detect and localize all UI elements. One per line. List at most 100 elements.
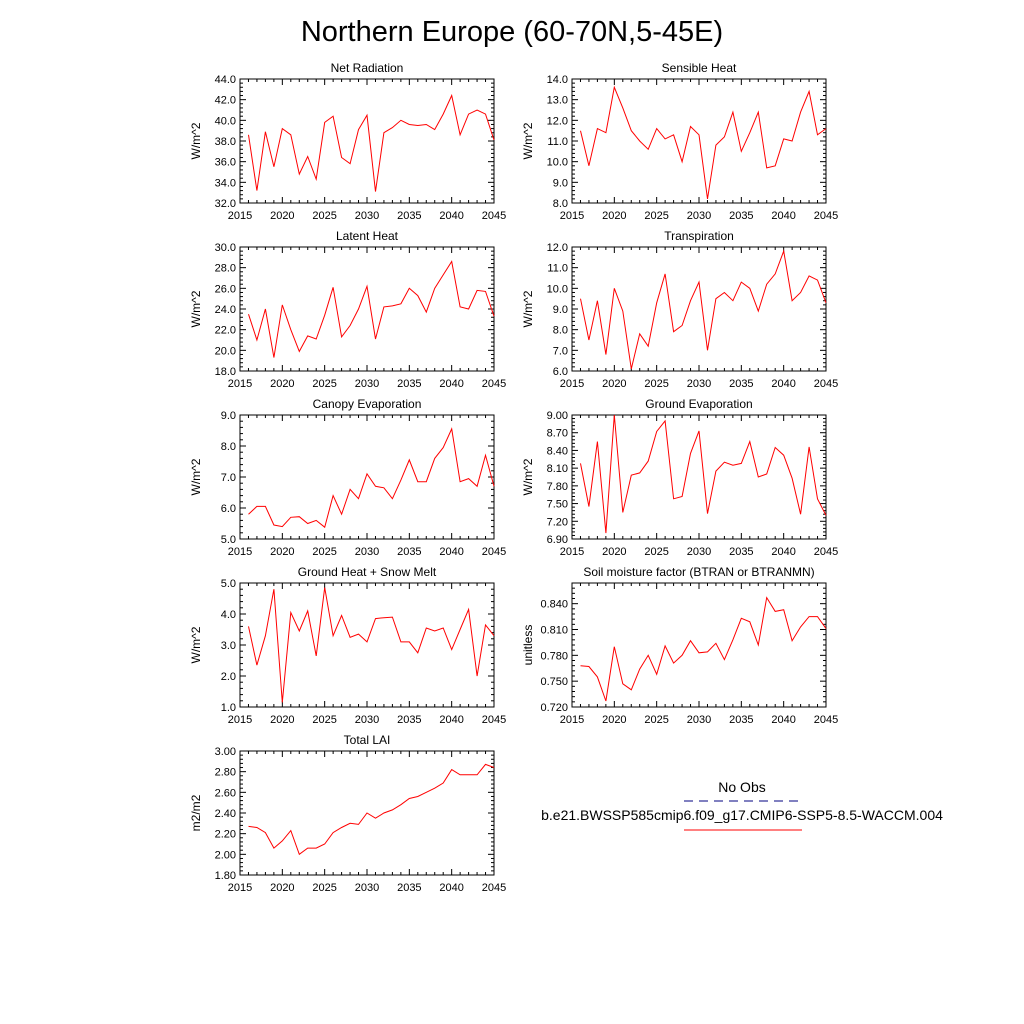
x-tick-label: 2030 — [687, 210, 711, 222]
y-tick-label: 30.0 — [215, 242, 236, 254]
legend-label-no-obs: No Obs — [718, 779, 765, 795]
x-tick-label: 2020 — [270, 882, 294, 894]
x-tick-label: 2020 — [270, 210, 294, 222]
y-tick-label: 6.90 — [547, 534, 568, 546]
y-tick-label: 6.0 — [221, 503, 236, 515]
y-tick-label: 6.0 — [553, 366, 568, 378]
y-axis-label: W/m^2 — [189, 122, 203, 159]
x-tick-label: 2045 — [482, 882, 506, 894]
y-tick-label: 7.20 — [547, 516, 568, 528]
y-tick-label: 9.0 — [553, 304, 568, 316]
plot-frame — [239, 414, 495, 540]
y-tick-label: 24.0 — [215, 304, 236, 316]
plot-frame — [239, 582, 495, 708]
y-tick-label: 38.0 — [215, 136, 236, 148]
x-tick-label: 2040 — [439, 714, 463, 726]
x-tick-label: 2045 — [814, 210, 838, 222]
x-tick-label: 2015 — [228, 378, 252, 390]
y-tick-label: 3.0 — [221, 640, 236, 652]
x-tick-label: 2035 — [729, 210, 753, 222]
x-tick-label: 2040 — [771, 210, 795, 222]
panel-net-radiation: 2015 2020 2025 2030 2035 2040 2045 32.0 34.0 36.0… — [189, 61, 506, 222]
x-tick-label: 2025 — [644, 546, 668, 558]
y-tick-label: 0.750 — [540, 676, 568, 688]
y-tick-label: 14.0 — [547, 74, 568, 86]
y-tick-label: 11.0 — [547, 136, 568, 148]
series-line-model-run — [248, 427, 495, 529]
x-tick-label: 2015 — [560, 378, 584, 390]
legend-label-model-run: b.e21.BWSSP585cmip6.f09_g17.CMIP6-SSP5-8… — [541, 807, 943, 823]
x-tick-label: 2035 — [729, 714, 753, 726]
plot-frame — [239, 246, 495, 372]
y-tick-label: 11.0 — [547, 263, 568, 275]
series-line-model-run — [580, 596, 827, 702]
panel-ground-heat-snow-melt: 2015 2020 2025 2030 2035 2040 2045 1.0 2.0 3.0 4.0… — [189, 565, 506, 726]
x-tick-label: 2030 — [355, 882, 379, 894]
x-tick-label: 2015 — [228, 714, 252, 726]
y-tick-label: 7.50 — [547, 499, 568, 511]
y-tick-label: 5.0 — [221, 578, 236, 590]
panel-title: Latent Heat — [336, 229, 399, 243]
panel-latent-heat: 2015 2020 2025 2030 2035 2040 2045 18.0 20.0 22.0… — [189, 229, 506, 390]
y-axis-label: W/m^2 — [189, 290, 203, 327]
y-axis-label: unitless — [521, 625, 535, 666]
x-tick-label: 2045 — [814, 546, 838, 558]
y-tick-label: 0.840 — [540, 599, 568, 611]
x-tick-label: 2030 — [355, 378, 379, 390]
x-tick-label: 2025 — [644, 210, 668, 222]
x-tick-label: 2040 — [771, 546, 795, 558]
x-tick-label: 2015 — [560, 210, 584, 222]
y-tick-label: 13.0 — [547, 95, 568, 107]
panel-title: Sensible Heat — [662, 61, 737, 75]
x-tick-label: 2025 — [312, 882, 336, 894]
y-tick-label: 1.80 — [215, 870, 236, 882]
y-tick-label: 42.0 — [215, 95, 236, 107]
x-tick-label: 2020 — [270, 714, 294, 726]
y-tick-label: 22.0 — [215, 325, 236, 337]
series-line-model-run — [248, 587, 495, 703]
x-tick-label: 2030 — [687, 714, 711, 726]
x-tick-label: 2040 — [771, 378, 795, 390]
y-tick-label: 0.720 — [540, 702, 568, 714]
x-tick-label: 2040 — [439, 882, 463, 894]
y-axis-label: m2/m2 — [189, 794, 203, 831]
plot-frame — [571, 582, 827, 708]
panel-title: Canopy Evaporation — [313, 397, 422, 411]
x-tick-label: 2035 — [397, 714, 421, 726]
x-tick-label: 2020 — [270, 546, 294, 558]
y-tick-label: 8.0 — [221, 441, 236, 453]
series-line-model-run — [248, 93, 495, 192]
y-tick-label: 1.0 — [221, 702, 236, 714]
y-axis-label: W/m^2 — [521, 458, 535, 495]
y-tick-label: 32.0 — [215, 198, 236, 210]
y-tick-label: 7.0 — [553, 345, 568, 357]
y-tick-label: 9.0 — [553, 177, 568, 189]
x-tick-label: 2025 — [312, 378, 336, 390]
y-tick-label: 10.0 — [547, 157, 568, 169]
y-tick-label: 2.40 — [215, 808, 236, 820]
x-tick-label: 2040 — [439, 210, 463, 222]
y-tick-label: 8.40 — [547, 445, 568, 457]
y-tick-label: 0.780 — [540, 650, 568, 662]
panel-title: Total LAI — [344, 733, 391, 747]
x-tick-label: 2025 — [644, 378, 668, 390]
y-axis-label: W/m^2 — [521, 122, 535, 159]
y-tick-label: 36.0 — [215, 157, 236, 169]
legend: No Obs b.e21.BWSSP585cmip6.f09_g17.CMIP6… — [541, 779, 943, 831]
x-tick-label: 2035 — [729, 378, 753, 390]
y-tick-label: 7.0 — [221, 472, 236, 484]
x-tick-label: 2045 — [482, 210, 506, 222]
y-tick-label: 26.0 — [215, 283, 236, 295]
x-tick-label: 2015 — [228, 210, 252, 222]
plot-frame — [571, 414, 827, 540]
y-tick-label: 7.80 — [547, 481, 568, 493]
x-tick-label: 2040 — [439, 378, 463, 390]
plot-frame — [571, 246, 827, 372]
panel-canopy-evaporation: 2015 2020 2025 2030 2035 2040 2045 5.0 6.0 7.0 8.0… — [189, 397, 506, 558]
plot-frame — [571, 78, 827, 204]
x-tick-label: 2040 — [771, 714, 795, 726]
x-tick-label: 2045 — [482, 546, 506, 558]
x-tick-label: 2035 — [397, 546, 421, 558]
panel-title: Ground Heat + Snow Melt — [298, 565, 437, 579]
